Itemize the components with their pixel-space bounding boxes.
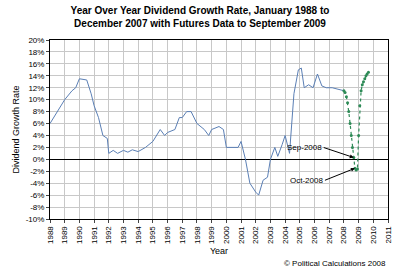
svg-text:10%: 10% <box>28 95 44 104</box>
svg-text:2%: 2% <box>33 143 45 152</box>
svg-text:4%: 4% <box>33 131 45 140</box>
svg-text:1999: 1999 <box>207 226 216 244</box>
svg-text:20%: 20% <box>28 36 44 45</box>
svg-text:Sep-2008: Sep-2008 <box>287 143 322 152</box>
svg-text:-10%: -10% <box>26 215 45 224</box>
svg-text:1998: 1998 <box>193 226 202 244</box>
svg-text:18%: 18% <box>28 48 44 57</box>
svg-text:2005: 2005 <box>295 226 304 244</box>
svg-text:2011: 2011 <box>384 226 393 244</box>
svg-text:-2%: -2% <box>30 167 44 176</box>
svg-text:8%: 8% <box>33 107 45 116</box>
svg-text:2004: 2004 <box>281 226 290 244</box>
svg-text:1990: 1990 <box>75 226 84 244</box>
svg-text:2001: 2001 <box>237 226 246 244</box>
svg-text:1989: 1989 <box>60 226 69 244</box>
svg-text:2002: 2002 <box>251 226 260 244</box>
svg-text:2000: 2000 <box>222 226 231 244</box>
svg-text:Year Over Year Dividend Growth: Year Over Year Dividend Growth Rate, Jan… <box>71 5 330 29</box>
svg-text:1994: 1994 <box>134 226 143 244</box>
svg-text:Dividend Growth Rate: Dividend Growth Rate <box>11 85 21 173</box>
svg-text:14%: 14% <box>28 72 44 81</box>
svg-text:-4%: -4% <box>30 179 44 188</box>
svg-text:2009: 2009 <box>354 226 363 244</box>
svg-text:-6%: -6% <box>30 191 44 200</box>
svg-text:2008: 2008 <box>340 226 349 244</box>
svg-text:© Political Calculations 2008: © Political Calculations 2008 <box>284 259 386 268</box>
svg-text:-8%: -8% <box>30 203 44 212</box>
svg-text:6%: 6% <box>33 119 45 128</box>
svg-text:2006: 2006 <box>310 226 319 244</box>
svg-text:1988: 1988 <box>46 226 55 244</box>
svg-text:1991: 1991 <box>90 226 99 244</box>
svg-text:2007: 2007 <box>325 226 334 244</box>
svg-text:0%: 0% <box>33 155 45 164</box>
svg-text:1995: 1995 <box>148 226 157 244</box>
svg-text:1997: 1997 <box>178 226 187 244</box>
svg-text:1996: 1996 <box>163 226 172 244</box>
svg-text:Oct-2008: Oct-2008 <box>290 176 323 185</box>
svg-text:2010: 2010 <box>369 226 378 244</box>
svg-text:1993: 1993 <box>119 226 128 244</box>
svg-text:2003: 2003 <box>266 226 275 244</box>
svg-text:12%: 12% <box>28 84 44 93</box>
svg-text:Year: Year <box>210 246 228 256</box>
svg-text:1992: 1992 <box>104 226 113 244</box>
svg-text:16%: 16% <box>28 60 44 69</box>
